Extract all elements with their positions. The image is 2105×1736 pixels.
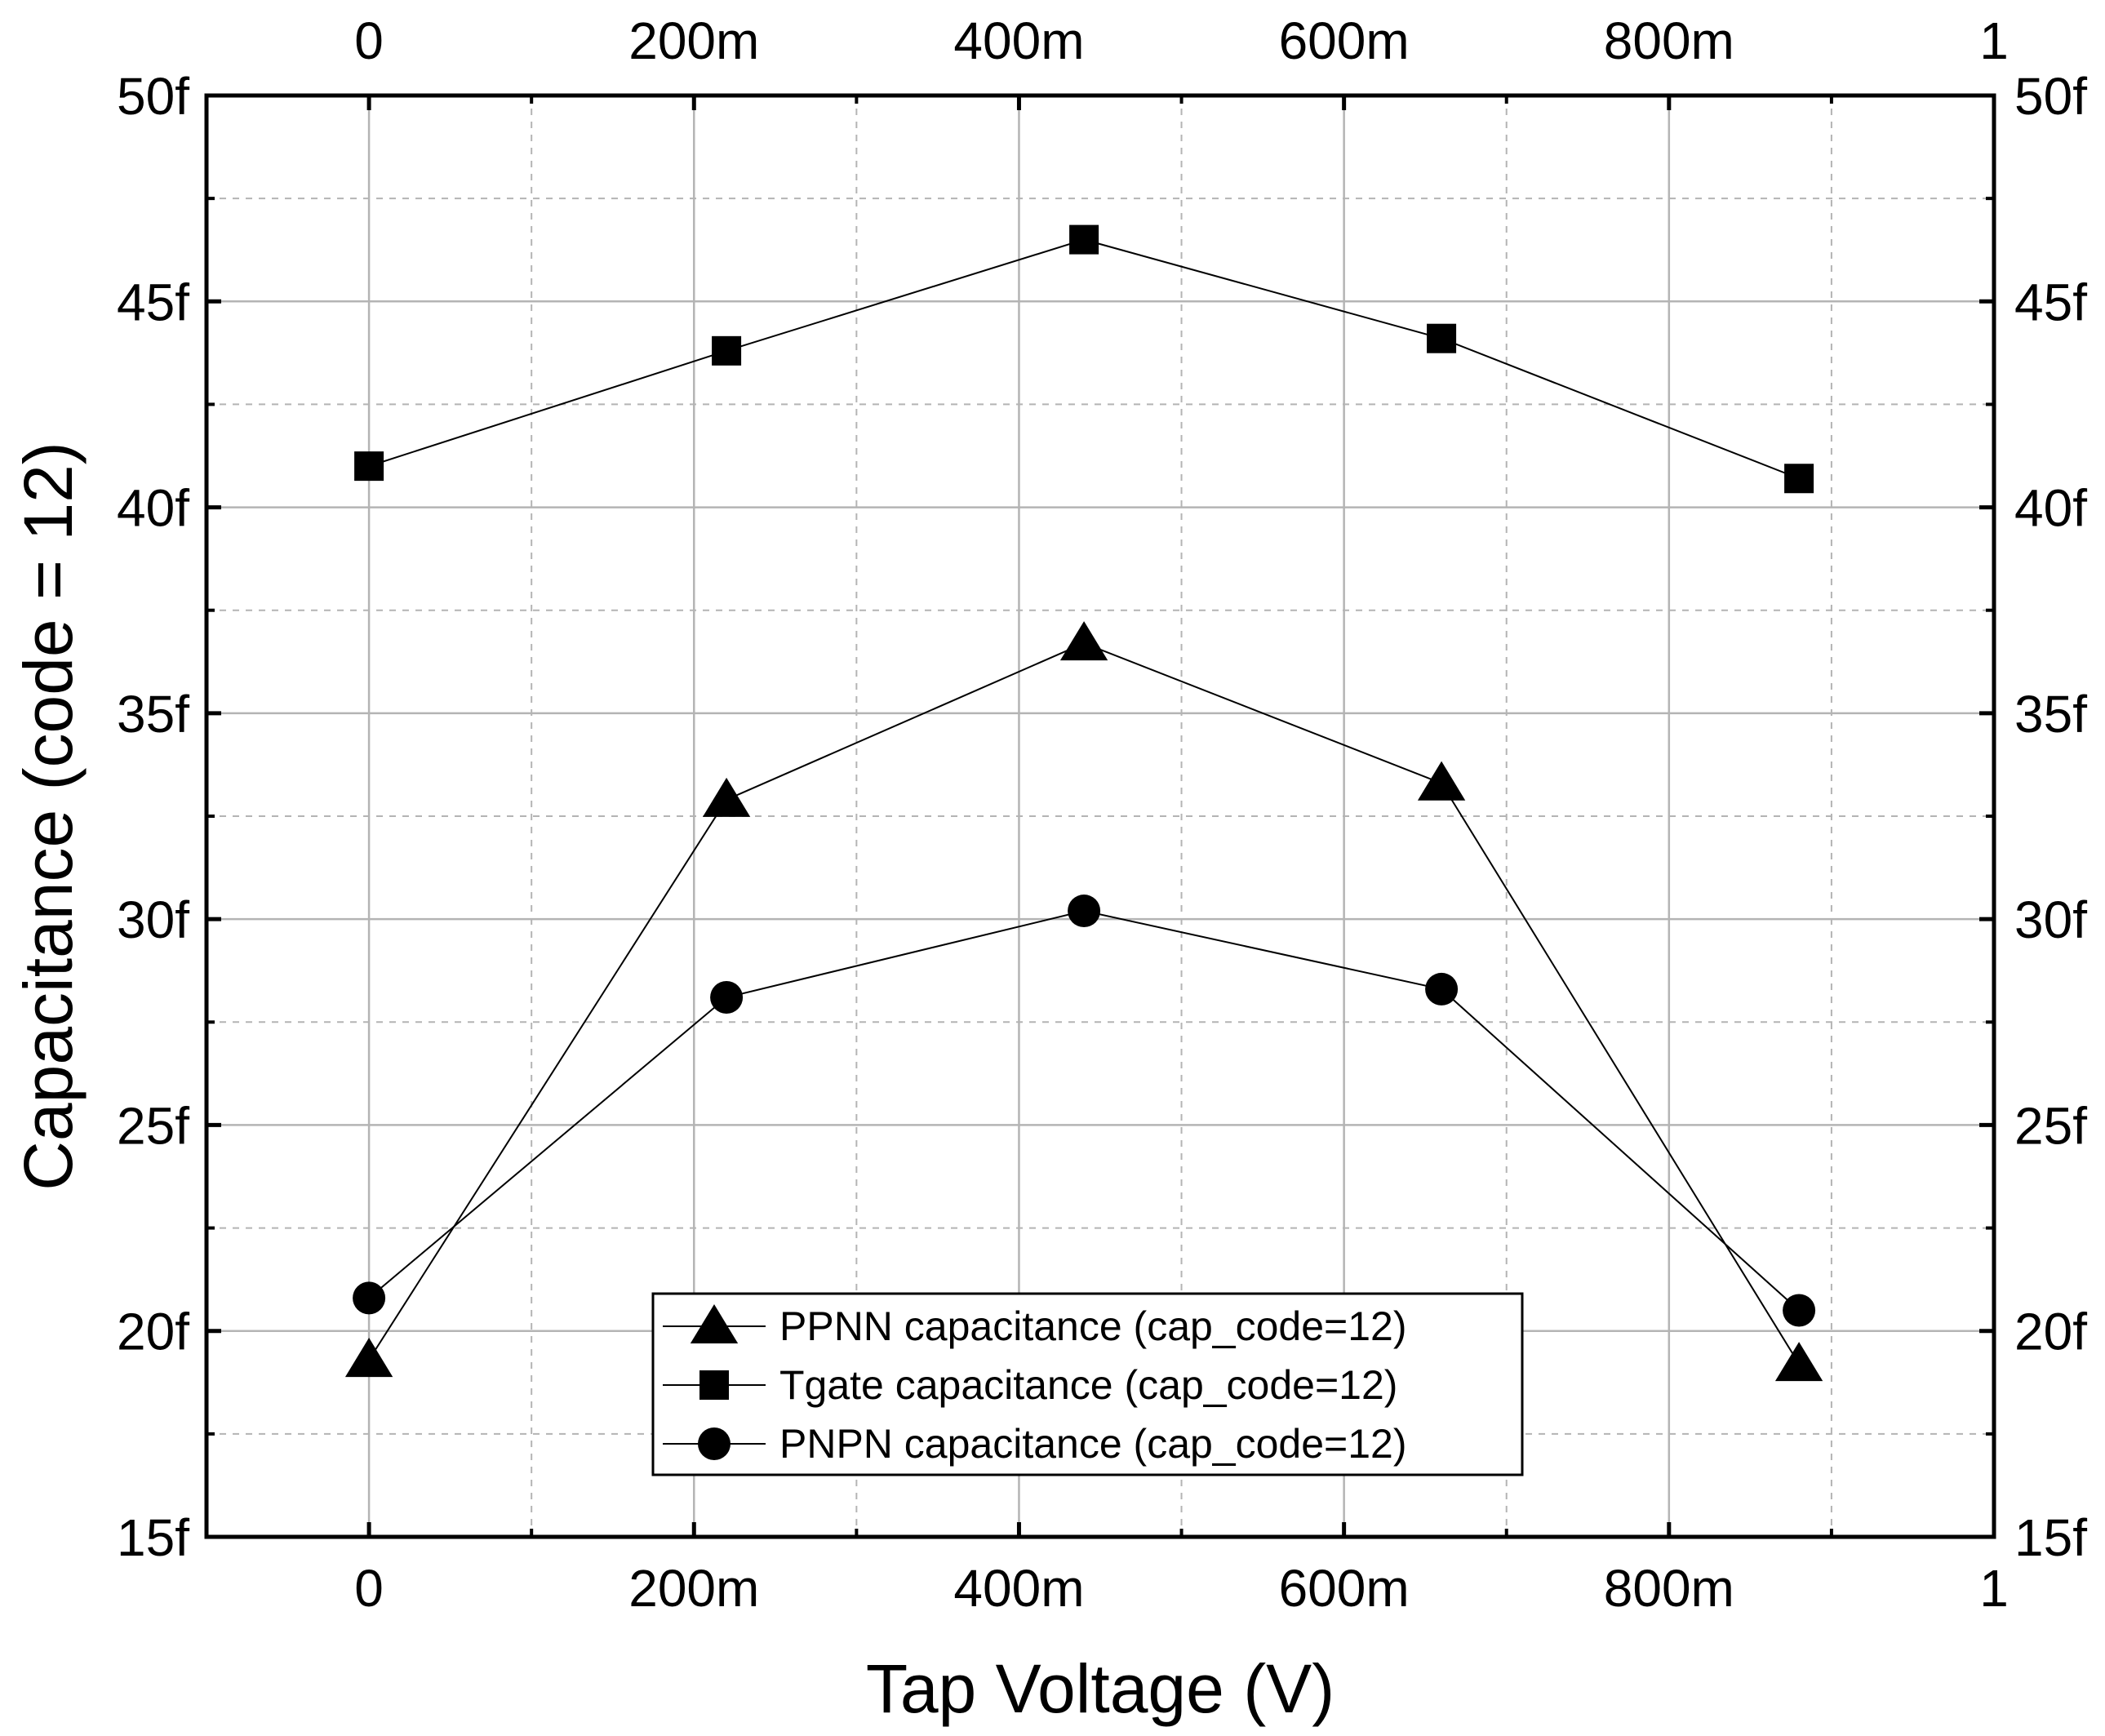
y-tick-label-right: 20f	[2014, 1303, 2087, 1361]
triangle-data-point	[1417, 761, 1466, 801]
circle-data-point	[353, 1281, 386, 1315]
circle-data-point	[1425, 972, 1459, 1006]
y-tick-label-left: 40f	[117, 479, 189, 538]
y-tick-label-left: 30f	[117, 890, 189, 949]
x-tick-label-bottom: 600m	[1279, 1559, 1410, 1618]
x-tick-label-bottom: 1	[1979, 1559, 2009, 1618]
legend-entry-label: PNPN capacitance (cap_code=12)	[779, 1421, 1407, 1467]
triangle-data-point	[1774, 1342, 1823, 1382]
square-data-point	[712, 335, 742, 366]
y-tick-label-right: 25f	[2014, 1096, 2087, 1155]
x-axis-title: Tap Voltage (V)	[866, 1650, 1334, 1727]
x-tick-label-bottom: 800m	[1604, 1559, 1734, 1618]
y-tick-label-left: 20f	[117, 1303, 189, 1361]
x-tick-label-bottom: 200m	[628, 1559, 759, 1618]
square-data-point	[1069, 224, 1099, 255]
y-tick-label-left: 35f	[117, 685, 189, 744]
x-tick-label-bottom: 0	[354, 1559, 384, 1618]
axis-ticks	[207, 93, 1996, 1539]
legend-entry-label: PPNN capacitance (cap_code=12)	[779, 1303, 1407, 1349]
y-tick-label-right: 40f	[2014, 479, 2087, 538]
y-tick-label-left: 45f	[117, 273, 189, 331]
x-tick-label-top: 400m	[953, 11, 1084, 70]
legend-circle-icon	[698, 1427, 731, 1460]
series-markers	[344, 224, 1823, 1382]
circle-data-point	[1068, 895, 1101, 928]
y-tick-label-left: 25f	[117, 1096, 189, 1155]
x-tick-label-top: 1	[1979, 11, 2009, 70]
y-tick-label-right: 35f	[2014, 685, 2087, 744]
x-tick-label-bottom: 400m	[953, 1559, 1084, 1618]
y-tick-label-left: 50f	[117, 67, 189, 126]
legend-entry-label: Tgate capacitance (cap_code=12)	[779, 1362, 1397, 1408]
x-tick-label-top: 0	[354, 11, 384, 70]
legend-square-icon	[699, 1370, 729, 1400]
legend-box	[651, 1292, 1524, 1476]
circle-data-point	[710, 981, 744, 1015]
y-tick-label-right: 50f	[2014, 67, 2087, 126]
square-data-point	[354, 451, 384, 482]
x-tick-label-top: 600m	[1279, 11, 1410, 70]
y-axis-title: Capacitance (code = 12)	[10, 442, 87, 1191]
legend: PPNN capacitance (cap_code=12) Tgate capa…	[651, 1292, 1524, 1476]
x-tick-label-top: 800m	[1604, 11, 1734, 70]
x-tick-label-top: 200m	[628, 11, 759, 70]
legend-triangle-icon	[690, 1304, 739, 1344]
y-tick-label-right: 45f	[2014, 273, 2087, 331]
y-tick-label-left: 15f	[117, 1508, 189, 1567]
triangle-data-point	[1059, 621, 1108, 661]
triangle-data-point	[702, 777, 751, 817]
square-data-point	[1784, 464, 1814, 494]
triangle-data-point	[344, 1338, 393, 1378]
square-data-point	[1427, 323, 1457, 353]
circle-data-point	[1783, 1294, 1816, 1327]
y-tick-label-right: 30f	[2014, 890, 2087, 949]
y-tick-label-right: 15f	[2014, 1508, 2087, 1567]
